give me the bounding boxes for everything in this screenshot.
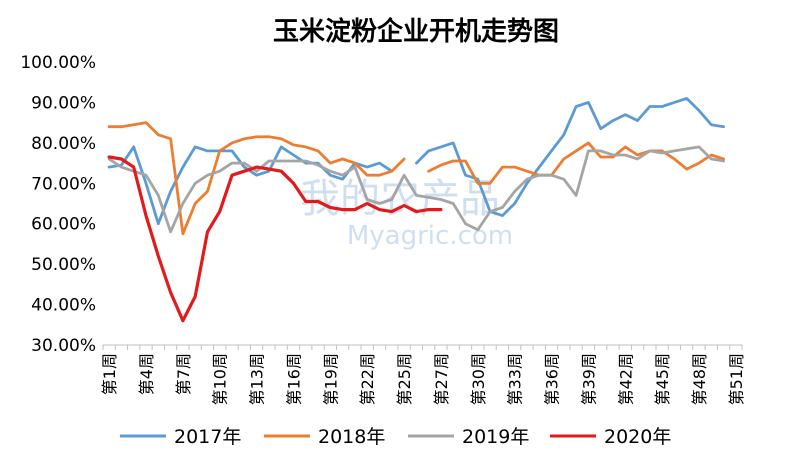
x-tick-label: 第48周 <box>690 353 709 405</box>
y-tick-label: 60.00% <box>31 215 96 235</box>
y-tick-label: 70.00% <box>31 174 96 194</box>
series-lines <box>107 97 725 323</box>
x-tick-label: 第1周 <box>100 353 119 395</box>
legend-label: 2020年 <box>604 426 671 448</box>
legend-label: 2019年 <box>462 426 529 448</box>
series-line-2017 <box>107 97 725 226</box>
y-tick-label: 90.00% <box>31 93 96 113</box>
x-tick-label: 第36周 <box>543 353 562 405</box>
legend: 2017年 2018年 2019年 2020年 <box>120 426 671 448</box>
y-tick-label: 40.00% <box>31 296 96 316</box>
x-tick-label: 第45周 <box>653 353 672 405</box>
x-axis: 第1周 第4周 第7周 第10周 第13周 第16周 第19周 第22周 第25周 第27周 第30… <box>100 344 746 405</box>
x-tick-label: 第30周 <box>469 353 488 405</box>
legend-label: 2017年 <box>174 426 241 448</box>
x-tick-label: 第7周 <box>174 353 193 395</box>
x-tick-label: 第25周 <box>395 353 414 405</box>
x-tick-label: 第10周 <box>211 353 230 405</box>
legend-label: 2018年 <box>318 426 385 448</box>
y-tick-label: 80.00% <box>31 134 96 154</box>
x-tick-label: 第42周 <box>616 353 635 405</box>
y-tick-label: 50.00% <box>31 255 96 275</box>
x-tick-label: 第16周 <box>284 353 303 405</box>
x-tick-label: 第27周 <box>432 353 451 405</box>
y-axis: 30.00% 40.00% 50.00% 60.00% 70.00% 80.00% 90.0… <box>20 53 96 356</box>
x-tick-label: 第22周 <box>358 353 377 405</box>
x-tick-label: 第51周 <box>727 353 746 405</box>
watermark-en: Myagric.com <box>347 221 513 251</box>
series-line-2020 <box>107 155 443 323</box>
y-tick-label: 100.00% <box>20 53 96 73</box>
series-line-2018 <box>107 121 725 236</box>
series-line-2019 <box>107 145 725 234</box>
x-tick-label: 第33周 <box>506 353 525 405</box>
x-tick-label: 第39周 <box>579 353 598 405</box>
x-tick-label: 第19周 <box>321 353 340 405</box>
x-tick-label: 第13周 <box>248 353 267 405</box>
y-tick-label: 30.00% <box>31 336 96 356</box>
x-tick-label: 第4周 <box>137 353 156 395</box>
chart-title: 玉米淀粉企业开机走势图 <box>273 16 559 47</box>
